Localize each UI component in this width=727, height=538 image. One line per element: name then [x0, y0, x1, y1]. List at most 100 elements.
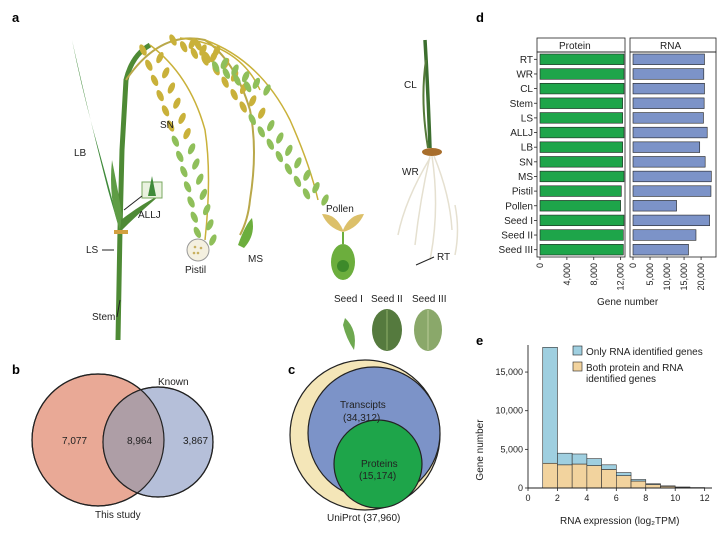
- panel-e-letter: e: [476, 333, 483, 348]
- grain: [161, 105, 170, 117]
- d-rna-bar: [632, 185, 712, 197]
- d-protein-tick: 0: [535, 263, 545, 268]
- label-stem: Stem: [92, 312, 115, 323]
- e-bar-only-rna: [542, 347, 558, 464]
- grain: [302, 188, 311, 200]
- grain: [221, 76, 229, 88]
- e-bar-both: [542, 462, 558, 489]
- d-protein-tick: 8,000: [589, 263, 599, 286]
- venn-this-study-only: 7,077: [62, 436, 87, 447]
- d-category-label: CL: [520, 84, 533, 95]
- grain: [178, 112, 186, 124]
- venn-overlap: [103, 387, 164, 497]
- panicle-branch-1: [149, 44, 210, 241]
- label-seed-ii: Seed II: [371, 294, 403, 305]
- seedling-roots: [397, 155, 459, 261]
- d-category-label: LS: [521, 113, 534, 124]
- d-category-label: WR: [516, 69, 533, 80]
- d-category-label: Pistil: [512, 187, 533, 198]
- d-rna-bar: [632, 53, 705, 65]
- label-sn: SN: [160, 120, 174, 131]
- e-y-tick: 0: [518, 483, 523, 493]
- e-bar-only-rna: [630, 479, 647, 482]
- e-x-tick: 0: [525, 493, 530, 503]
- grain: [266, 138, 275, 150]
- seedling-seed: [422, 148, 442, 156]
- grain: [187, 196, 195, 208]
- e-bar-both: [586, 465, 602, 489]
- e-bar-only-rna: [557, 452, 573, 466]
- grain: [167, 82, 176, 94]
- panel-d: d Protein RNA RT WR CL Stem LS ALLJ LB SN MS Pist…: [476, 10, 717, 308]
- e-x-tick: 8: [643, 493, 648, 503]
- legend-both-line1: Both protein and RNA: [586, 363, 684, 374]
- d-protein-bar: [539, 141, 623, 153]
- e-y-tick: 15,000: [495, 367, 523, 377]
- e-bar-both: [601, 469, 617, 489]
- transcripts-value: (34,312): [343, 413, 380, 424]
- e-x-tick: 10: [670, 493, 680, 503]
- e-bar-only-rna: [586, 458, 602, 466]
- rna-plot-frame: [629, 51, 717, 258]
- panel-a: a: [12, 10, 459, 351]
- grain: [220, 57, 229, 69]
- grain: [209, 234, 217, 246]
- panicle-branch-2: [204, 39, 319, 201]
- ms-illustration: [238, 218, 253, 248]
- grain: [187, 143, 196, 155]
- grain: [190, 47, 199, 59]
- panicle-grains: [139, 34, 329, 246]
- grain: [257, 126, 265, 138]
- leaf-lower: [121, 195, 160, 230]
- d-rna-bar: [632, 82, 705, 95]
- d-rna-bar: [632, 112, 704, 124]
- legend-only-rna: Only RNA identified genes: [586, 347, 703, 358]
- grain: [233, 74, 241, 86]
- label-pistil: Pistil: [185, 265, 206, 276]
- grain: [179, 41, 188, 53]
- d-rna-tick: 10,000: [662, 263, 672, 291]
- d-rna-bar: [632, 200, 677, 212]
- d-protein-tick: 4,000: [562, 263, 572, 286]
- legend-both-line2: identified genes: [586, 374, 656, 385]
- label-cl: CL: [404, 80, 417, 91]
- grain: [183, 128, 191, 140]
- grain: [180, 166, 188, 178]
- grain: [293, 175, 302, 187]
- e-axes: 0 5,000 10,000 15,000 0 2 4 6 8 10 12: [495, 345, 712, 503]
- grain: [156, 90, 164, 102]
- grain: [202, 204, 211, 216]
- arrow-stem: [116, 299, 121, 318]
- uniprot-label: UniProt (37,960): [327, 513, 400, 524]
- grain: [161, 67, 170, 79]
- grain: [199, 44, 207, 56]
- label-ms: MS: [248, 254, 263, 265]
- d-rna-bar: [632, 170, 712, 183]
- label-lb: LB: [74, 148, 87, 159]
- legend-swatch-only-rna: [572, 345, 583, 356]
- protein-header: Protein: [559, 41, 591, 52]
- grain: [211, 61, 220, 73]
- e-bar-both: [557, 464, 573, 489]
- d-category-label: SN: [519, 157, 533, 168]
- grain: [156, 52, 164, 64]
- grain: [230, 89, 238, 101]
- rna-header: RNA: [660, 41, 681, 52]
- proteins-circle: [333, 419, 423, 509]
- grain: [173, 97, 181, 109]
- d-category-label: Pollen: [505, 201, 533, 212]
- label-wr: WR: [402, 167, 419, 178]
- grain: [206, 219, 214, 231]
- d-rna-bar: [632, 97, 705, 109]
- d-rna-tick: 15,000: [679, 263, 689, 291]
- grain: [321, 194, 329, 206]
- d-protein-bar: [539, 82, 625, 95]
- label-ls: LS: [86, 245, 99, 256]
- grain: [263, 84, 271, 96]
- proteins-value: (15,174): [359, 471, 396, 482]
- arrow-rt: [415, 256, 435, 266]
- grain: [312, 182, 320, 194]
- grain: [294, 157, 302, 169]
- e-bars: [542, 347, 705, 489]
